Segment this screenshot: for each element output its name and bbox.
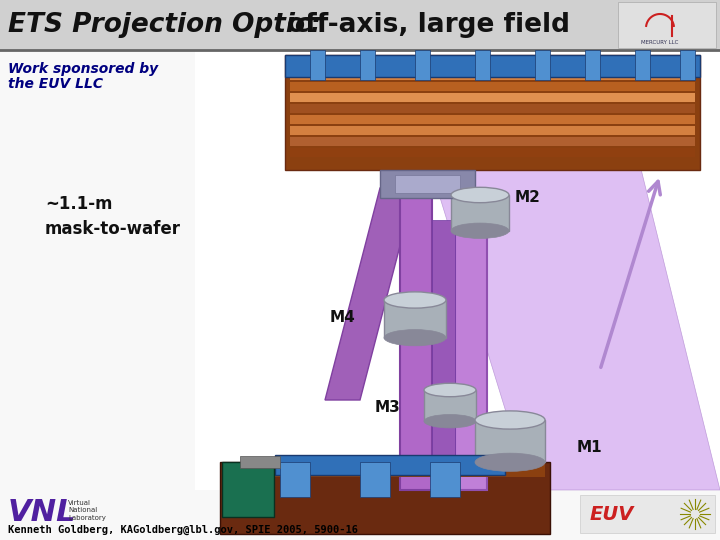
Bar	[432, 220, 455, 460]
Text: M1: M1	[577, 441, 603, 456]
Text: VNL: VNL	[8, 498, 76, 527]
Bar	[275, 455, 505, 475]
Bar	[290, 60, 695, 69]
Bar	[290, 115, 695, 124]
Polygon shape	[430, 165, 720, 490]
Bar	[585, 50, 600, 80]
Bar	[222, 462, 274, 517]
Bar	[225, 462, 545, 477]
Text: M4: M4	[329, 310, 355, 326]
Text: the EUV LLC: the EUV LLC	[8, 77, 103, 91]
Bar	[400, 190, 432, 490]
Text: M2: M2	[515, 190, 541, 205]
Text: MERCURY LLC: MERCURY LLC	[642, 40, 679, 45]
Bar	[290, 126, 695, 135]
Bar	[285, 55, 700, 170]
Bar	[195, 50, 720, 490]
Text: off-axis, large field: off-axis, large field	[278, 12, 570, 38]
Text: ~1.1-m
mask-to-wafer: ~1.1-m mask-to-wafer	[45, 195, 181, 238]
Ellipse shape	[475, 411, 545, 429]
Bar	[475, 420, 545, 462]
Text: EUV: EUV	[590, 504, 634, 523]
Bar	[455, 190, 487, 490]
Ellipse shape	[424, 415, 476, 428]
Bar	[290, 82, 695, 91]
Bar	[285, 55, 700, 77]
Ellipse shape	[451, 223, 509, 239]
Bar	[384, 300, 446, 338]
Bar	[290, 137, 695, 146]
Ellipse shape	[384, 329, 446, 346]
Ellipse shape	[451, 187, 509, 202]
Bar	[580, 495, 715, 533]
Text: Virtual
National
Laboratory: Virtual National Laboratory	[68, 500, 106, 521]
Bar	[635, 50, 650, 80]
Bar	[310, 50, 325, 80]
Bar	[424, 390, 476, 421]
Bar	[475, 50, 490, 80]
Bar	[290, 71, 695, 80]
Text: Work sponsored by: Work sponsored by	[8, 62, 158, 76]
Bar	[360, 462, 390, 497]
Bar	[395, 175, 460, 193]
Bar	[290, 148, 695, 157]
Bar	[680, 50, 695, 80]
Bar	[380, 170, 475, 198]
Bar	[220, 462, 550, 534]
Ellipse shape	[475, 453, 545, 471]
Text: ETS Projection Optic:: ETS Projection Optic:	[8, 12, 321, 38]
Bar	[360, 50, 375, 80]
Bar	[535, 50, 550, 80]
Bar	[290, 93, 695, 102]
Bar	[0, 0, 720, 50]
Bar	[240, 456, 280, 468]
Bar	[280, 462, 310, 497]
Bar	[290, 104, 695, 113]
Ellipse shape	[424, 383, 476, 397]
Bar	[618, 2, 716, 48]
Bar	[430, 462, 460, 497]
Ellipse shape	[384, 292, 446, 308]
Polygon shape	[325, 188, 415, 400]
Text: Kenneth Goldberg, KAGoldberg@lbl.gov, SPIE 2005, 5900-16: Kenneth Goldberg, KAGoldberg@lbl.gov, SP…	[8, 525, 358, 535]
Bar	[451, 195, 509, 231]
Text: M3: M3	[374, 401, 400, 415]
Bar	[415, 50, 430, 80]
